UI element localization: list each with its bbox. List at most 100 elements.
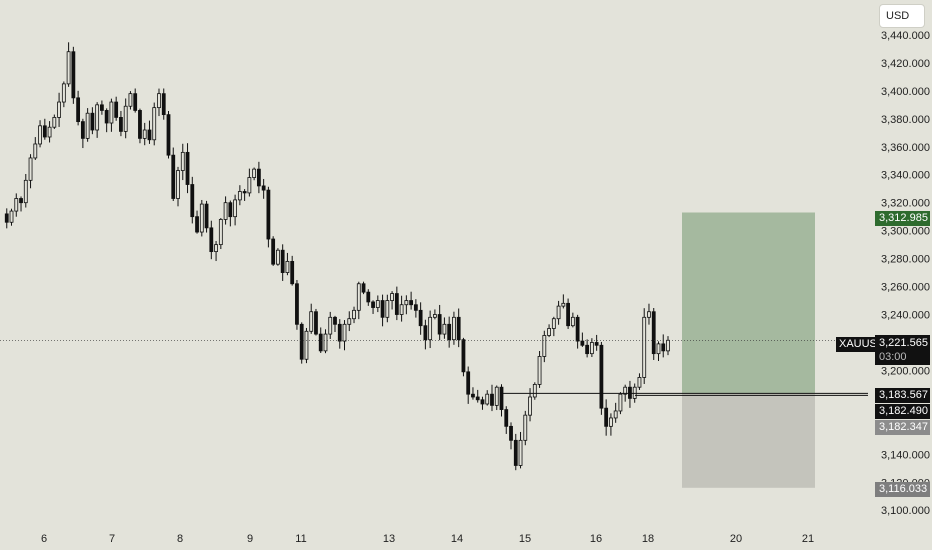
candle xyxy=(233,194,238,226)
candle xyxy=(613,402,618,423)
candle xyxy=(271,236,276,266)
y-tick-label: 3,240.000 xyxy=(881,310,930,322)
profit-zone xyxy=(682,212,815,394)
candle xyxy=(651,308,656,360)
y-tick-label: 3,260.000 xyxy=(881,282,930,294)
candle xyxy=(218,218,223,250)
candle-body xyxy=(499,386,504,410)
x-axis[interactable]: 6 7 8 9 11 13 14 15 16 18 20 21 xyxy=(41,533,814,545)
target-price-tag: 3,312.985 xyxy=(875,211,930,226)
candle-body xyxy=(490,393,494,406)
candle xyxy=(42,118,47,140)
candle xyxy=(285,252,290,276)
candle xyxy=(447,316,452,348)
candle-body xyxy=(575,316,580,342)
candles-group xyxy=(4,42,670,471)
candle xyxy=(399,295,404,322)
candle xyxy=(442,317,447,339)
entry-price-tag: 3,183.567 xyxy=(875,388,930,403)
candle xyxy=(171,147,176,201)
candle-body xyxy=(356,283,361,311)
candle xyxy=(452,311,456,345)
candle-body xyxy=(166,114,171,156)
candle-body xyxy=(466,371,471,395)
candle xyxy=(199,199,204,237)
x-tick-label: 16 xyxy=(590,533,602,545)
candle-body xyxy=(385,300,390,318)
candle xyxy=(513,433,518,471)
candle xyxy=(237,185,242,206)
candle-body xyxy=(485,393,490,405)
candle xyxy=(147,120,152,144)
candle-body xyxy=(90,112,95,131)
candle xyxy=(656,341,661,361)
candle-body xyxy=(399,304,404,315)
candle xyxy=(309,303,314,334)
candle xyxy=(119,110,123,137)
candle xyxy=(9,208,14,226)
candle-body xyxy=(542,335,547,357)
candle xyxy=(570,312,575,328)
candle xyxy=(38,120,42,148)
candle xyxy=(57,92,61,127)
candle-body xyxy=(171,154,176,199)
candle-body xyxy=(47,126,52,138)
candle xyxy=(466,366,471,404)
candle-body xyxy=(656,343,661,355)
stop-price-tag: 3,116.033 xyxy=(875,482,930,497)
candle xyxy=(61,81,66,108)
position-zones[interactable] xyxy=(682,212,815,488)
candle-body xyxy=(647,311,651,318)
candle-body xyxy=(532,384,537,398)
candle xyxy=(509,422,513,450)
candle xyxy=(418,302,423,335)
candle xyxy=(585,339,590,358)
candle xyxy=(637,373,642,390)
candle-body xyxy=(104,110,109,124)
symbol-tag: XAUUSD xyxy=(836,337,888,352)
y-tick-label: 3,380.000 xyxy=(881,114,930,126)
candle xyxy=(28,154,33,189)
candle-body xyxy=(142,129,147,139)
candle-body xyxy=(513,439,518,466)
candle-body xyxy=(71,51,76,99)
candle xyxy=(180,143,185,181)
currency-selector[interactable]: USD xyxy=(879,4,925,28)
y-axis[interactable]: 3,440.000 3,420.000 3,400.000 3,380.000 3,36… xyxy=(881,30,930,517)
candle xyxy=(214,240,218,262)
candle-body xyxy=(176,170,180,199)
candle-body xyxy=(309,311,314,332)
candle xyxy=(628,380,632,408)
candle-body xyxy=(23,179,28,204)
candle xyxy=(394,286,399,321)
candle xyxy=(152,102,157,146)
candle xyxy=(423,319,428,350)
candle-body xyxy=(195,216,199,233)
candle-body xyxy=(523,414,528,441)
candle xyxy=(547,324,551,338)
candle xyxy=(242,189,247,201)
candle-body xyxy=(266,189,271,240)
candle-body xyxy=(152,107,157,141)
candle xyxy=(71,46,76,104)
candle-body xyxy=(237,191,242,201)
candle-body xyxy=(651,311,656,355)
candle xyxy=(561,294,566,309)
candle xyxy=(380,294,385,327)
candle-body xyxy=(233,199,238,218)
candle xyxy=(390,291,394,310)
candle xyxy=(314,308,318,336)
candle xyxy=(594,334,599,351)
candle-body xyxy=(342,323,347,342)
candle xyxy=(371,300,375,314)
candle xyxy=(176,166,180,207)
candle-body xyxy=(80,121,85,139)
candle-body xyxy=(390,293,394,301)
candle-body xyxy=(437,314,442,335)
candle xyxy=(185,143,190,194)
y-tick-label: 3,340.000 xyxy=(881,170,930,182)
candle-body xyxy=(566,302,570,327)
candle-body xyxy=(161,93,166,116)
candle xyxy=(142,122,147,146)
